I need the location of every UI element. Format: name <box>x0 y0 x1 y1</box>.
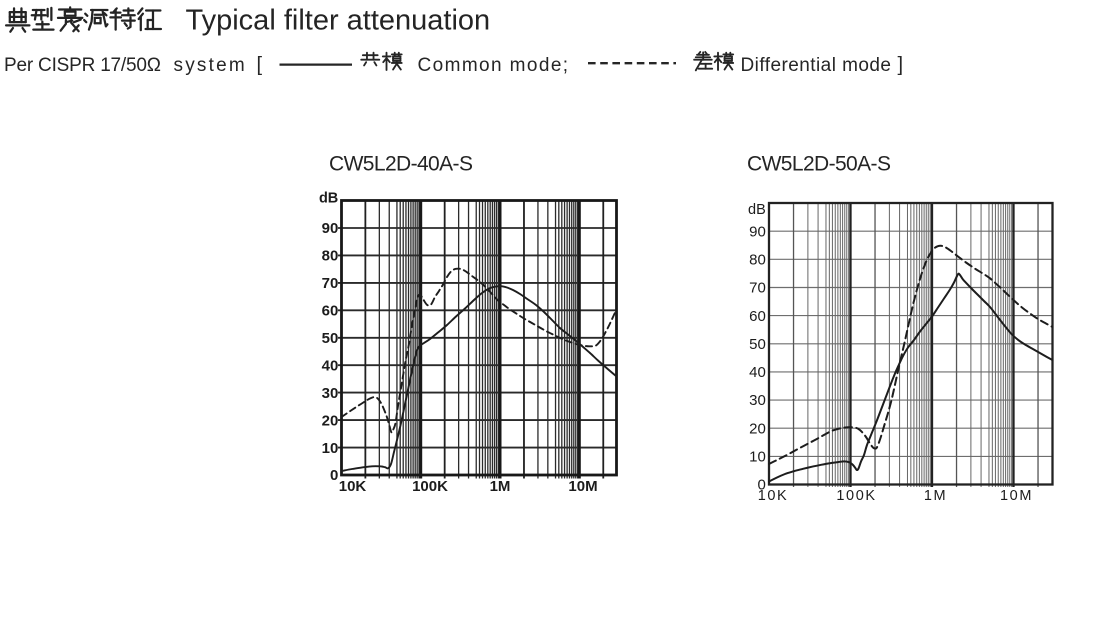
svg-text:40: 40 <box>749 364 766 381</box>
svg-text:[: [ <box>257 54 263 76</box>
svg-text:50: 50 <box>749 336 766 353</box>
svg-text:60: 60 <box>749 308 766 325</box>
svg-text:30: 30 <box>322 385 339 402</box>
svg-text:0: 0 <box>757 477 765 494</box>
svg-text:90: 90 <box>749 223 766 240</box>
svg-text:90: 90 <box>322 220 339 237</box>
svg-text:1M: 1M <box>924 488 947 504</box>
svg-text:30: 30 <box>749 392 766 409</box>
svg-text:Common mode;: Common mode; <box>418 55 570 76</box>
svg-text:40: 40 <box>322 357 339 374</box>
svg-text:20: 20 <box>749 420 766 437</box>
svg-text:60: 60 <box>322 303 339 320</box>
svg-text:CW5L2D-40A-S: CW5L2D-40A-S <box>329 153 473 176</box>
svg-text:system: system <box>174 55 247 76</box>
svg-text:10M: 10M <box>568 478 597 495</box>
svg-text:100K: 100K <box>412 478 448 495</box>
svg-text:Per CISPR 17/50Ω: Per CISPR 17/50Ω <box>4 55 161 76</box>
svg-text:100K: 100K <box>836 488 876 504</box>
svg-text:Differential mode: Differential mode <box>741 55 892 76</box>
svg-text:70: 70 <box>749 280 766 297</box>
svg-text:10: 10 <box>322 440 339 457</box>
svg-text:20: 20 <box>322 412 339 429</box>
svg-text:10: 10 <box>749 449 766 466</box>
svg-text:CW5L2D-50A-S: CW5L2D-50A-S <box>747 153 891 176</box>
svg-text:dB: dB <box>748 202 766 218</box>
svg-text:0: 0 <box>330 467 338 484</box>
svg-text:80: 80 <box>749 252 766 269</box>
svg-text:Typical filter attenuation: Typical filter attenuation <box>186 5 491 37</box>
svg-text:]: ] <box>898 54 904 76</box>
svg-text:10M: 10M <box>1000 488 1033 504</box>
svg-text:1M: 1M <box>490 478 511 495</box>
svg-text:10K: 10K <box>339 478 367 495</box>
svg-text:70: 70 <box>322 275 339 292</box>
svg-text:50: 50 <box>322 330 339 347</box>
svg-text:80: 80 <box>322 248 339 265</box>
svg-text:10K: 10K <box>758 488 789 504</box>
svg-text:dB: dB <box>319 190 338 206</box>
